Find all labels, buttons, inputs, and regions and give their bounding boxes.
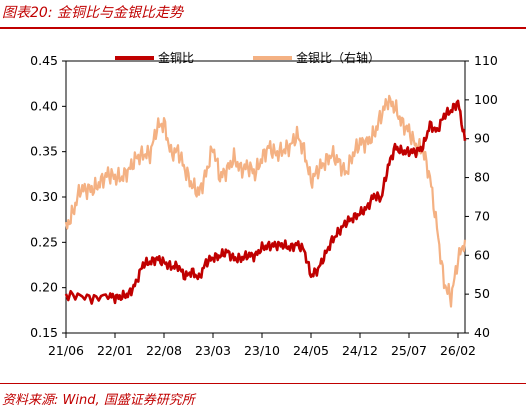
left-tick-label: 0.35	[30, 144, 58, 159]
legend-label-gold-copper: 金铜比	[158, 50, 194, 65]
legend-label-gold-silver: 金银比（右轴）	[296, 50, 380, 65]
x-tick-label: 26/02	[440, 343, 476, 358]
chart-title: 图表20: 金铜比与金银比走势	[2, 5, 183, 21]
x-tick-label: 23/03	[195, 343, 231, 358]
line-chart: 0.15 0.20 0.25 0.30 0.35 0.40 0.45 40 50 60 70 80 9…	[30, 50, 498, 358]
right-tick-label: 90	[474, 131, 490, 146]
legend: 金铜比 金银比（右轴）	[115, 50, 380, 65]
left-tick-label: 0.30	[30, 189, 58, 204]
series-line-gold-copper	[64, 99, 467, 305]
series-layer	[64, 94, 467, 308]
left-tick-label: 0.25	[30, 234, 58, 249]
right-tick-label: 60	[474, 247, 490, 262]
right-tick-label: 40	[474, 325, 490, 340]
x-tick-label: 25/07	[391, 343, 427, 358]
plot-frame	[65, 60, 466, 334]
right-axis-ticks: 40 50 60 70 80 90 100 110	[465, 53, 498, 340]
source-rule	[0, 383, 526, 384]
right-tick-label: 70	[474, 208, 490, 223]
x-tick-label: 24/12	[342, 343, 378, 358]
left-tick-label: 0.20	[30, 280, 58, 295]
left-tick-label: 0.45	[30, 53, 58, 68]
right-tick-label: 80	[474, 170, 490, 185]
left-axis-ticks: 0.15 0.20 0.25 0.30 0.35 0.40 0.45	[30, 53, 66, 340]
right-tick-label: 50	[474, 286, 490, 301]
series-line-gold-silver	[64, 94, 467, 308]
x-tick-label: 23/10	[244, 343, 280, 358]
x-tick-label: 22/01	[97, 343, 133, 358]
right-tick-label: 110	[474, 53, 498, 68]
right-tick-label: 100	[474, 92, 498, 107]
x-tick-label: 24/05	[293, 343, 329, 358]
left-tick-label: 0.40	[30, 98, 58, 113]
title-rule	[0, 27, 526, 29]
x-axis-ticks: 21/06 22/01 22/08 23/03 23/10 24/05 24/12 25/07…	[48, 333, 476, 358]
x-tick-label: 21/06	[48, 343, 84, 358]
x-tick-label: 22/08	[146, 343, 182, 358]
left-tick-label: 0.15	[30, 325, 58, 340]
source-note: 资料来源: Wind, 国盛证券研究所	[2, 393, 195, 408]
